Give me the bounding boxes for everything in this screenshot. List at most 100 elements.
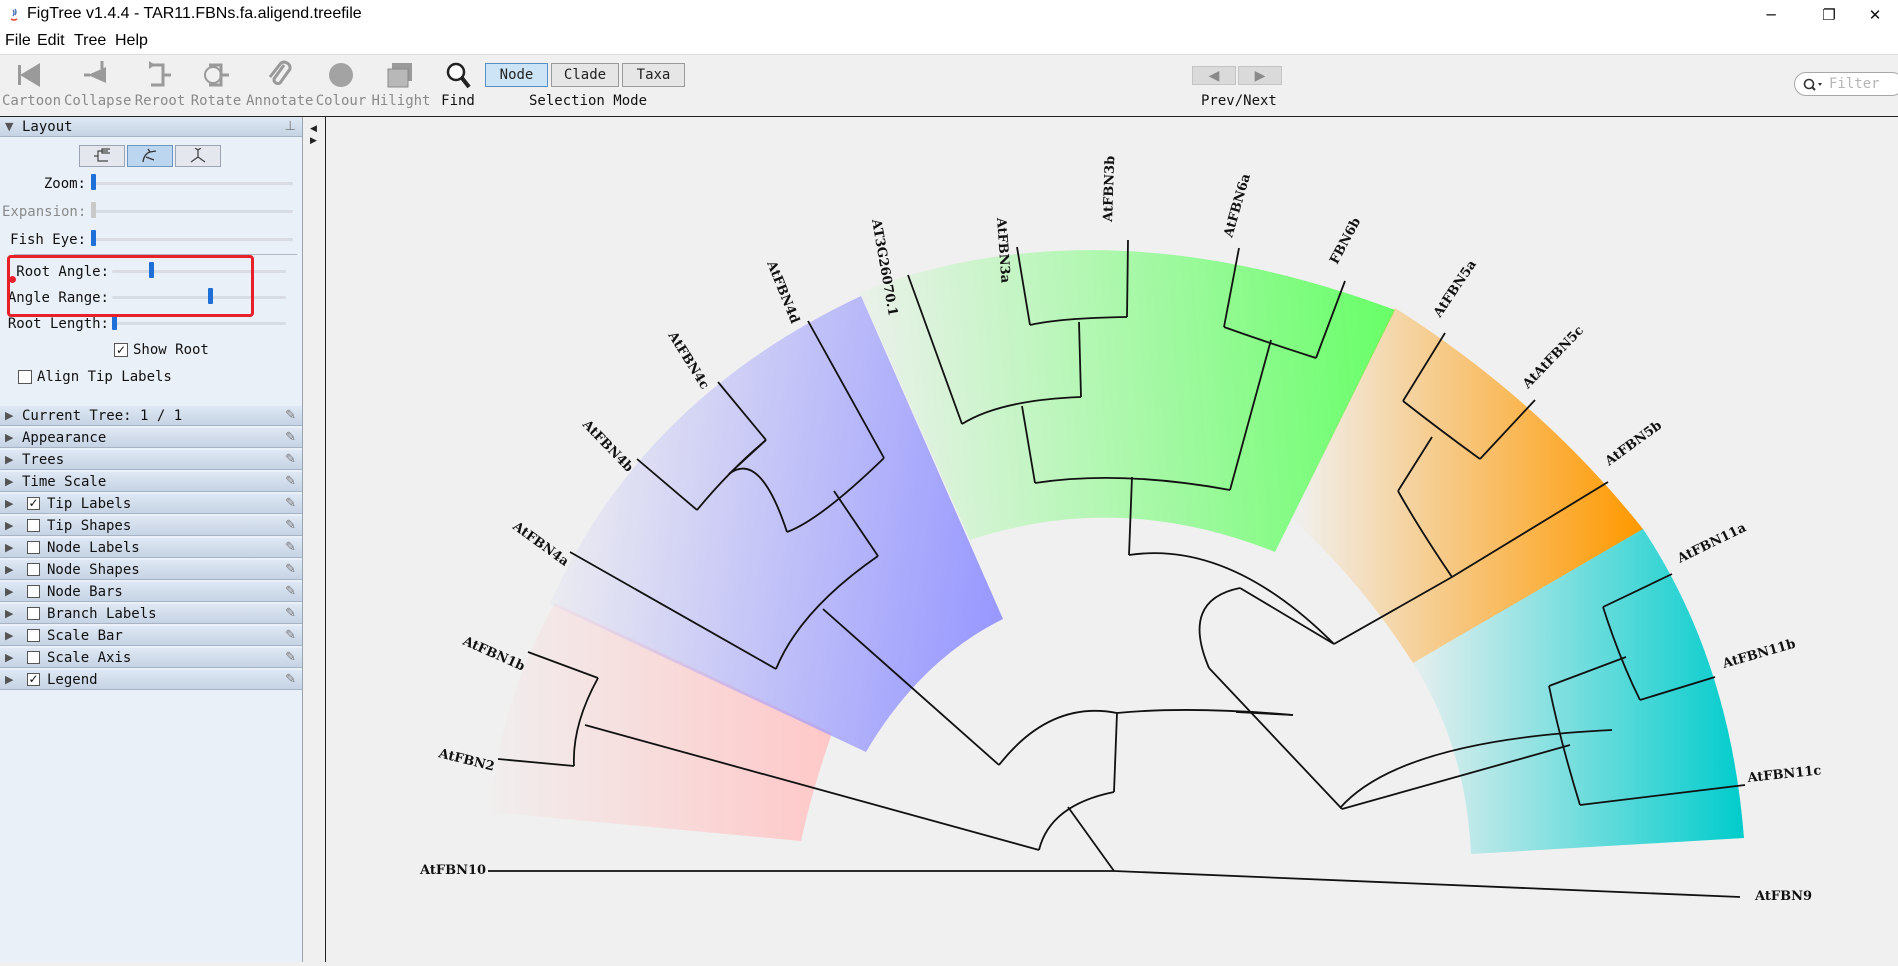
angle-range-track[interactable] xyxy=(112,296,286,299)
tip-label[interactable]: AtFBN6a xyxy=(1221,172,1254,241)
section-legend[interactable]: ▶ ✓ Legend ✎ xyxy=(0,670,302,690)
menu-edit[interactable]: Edit xyxy=(37,32,65,49)
tip-label[interactable]: AtFBN2 xyxy=(436,746,496,775)
pin-icon[interactable]: ✎ xyxy=(285,628,296,643)
find-tool[interactable]: Find xyxy=(436,57,480,109)
tip-label[interactable]: AtFBN3a xyxy=(993,216,1013,284)
tip-label[interactable]: AtFBN11b xyxy=(1720,637,1797,672)
angle-range-slider[interactable] xyxy=(208,288,214,304)
root-angle-track[interactable] xyxy=(112,270,286,273)
tip-label[interactable]: AtFBN4c xyxy=(664,328,712,392)
tip-label[interactable]: AtFBN4a xyxy=(509,519,572,571)
collapse-left-icon[interactable]: ◀ xyxy=(310,124,317,134)
selection-mode-taxa[interactable]: Taxa xyxy=(622,63,685,87)
radial-layout-button[interactable] xyxy=(175,145,221,167)
menu-tree[interactable]: Tree xyxy=(74,32,107,49)
rotate-tool[interactable]: Rotate xyxy=(190,57,242,109)
tip-label[interactable]: AtFBN5a xyxy=(1430,257,1480,321)
layout-section-header[interactable]: ▼ Layout ⊥ xyxy=(0,117,302,137)
polar-layout-button[interactable] xyxy=(127,145,173,167)
section-checkbox[interactable] xyxy=(27,519,40,532)
tip-label[interactable]: AtFBN5b xyxy=(1602,418,1665,470)
section-current-tree-1-1[interactable]: ▶ Current Tree: 1 / 1 ✎ xyxy=(0,406,302,426)
menu-help[interactable]: Help xyxy=(115,32,148,49)
section-checkbox[interactable] xyxy=(27,585,40,598)
show-root-checkbox[interactable]: ✓ xyxy=(114,343,128,357)
branch-green-link xyxy=(1239,587,1335,645)
tip-label[interactable]: AtFBN4b xyxy=(578,417,635,476)
section-scale-bar[interactable]: ▶ Scale Bar ✎ xyxy=(0,626,302,646)
filter-field[interactable]: Filter xyxy=(1794,72,1898,96)
tip-label[interactable]: AtFBN11a xyxy=(1674,520,1749,567)
restore-button[interactable]: ❐ xyxy=(1822,6,1836,24)
tip-label[interactable]: AtFBN4d xyxy=(763,258,802,326)
toolbar: Cartoon Collapse Reroot Rotate Annotate … xyxy=(0,55,1898,117)
tip-label[interactable]: FBN6b xyxy=(1327,215,1364,266)
section-tip-shapes[interactable]: ▶ Tip Shapes ✎ xyxy=(0,516,302,536)
section-checkbox[interactable] xyxy=(27,629,40,642)
reroot-tool[interactable]: Reroot xyxy=(134,57,186,109)
tree-canvas[interactable]: AtFBN10 AtFBN2 AtFBN1b AtFBN4a AtFBN4b AtFBN4… xyxy=(328,117,1898,962)
close-button[interactable]: ✕ xyxy=(1868,6,1882,24)
pin-icon[interactable]: ✎ xyxy=(285,650,296,665)
pin-icon[interactable]: ⊥ xyxy=(284,119,296,134)
menu-file[interactable]: File xyxy=(5,32,31,49)
pin-icon[interactable]: ✎ xyxy=(285,518,296,533)
tip-label[interactable]: AtAtFBN5c xyxy=(1519,323,1587,392)
prev-button[interactable]: ◀ xyxy=(1192,66,1236,85)
section-node-shapes[interactable]: ▶ Node Shapes ✎ xyxy=(0,560,302,580)
pin-icon[interactable]: ✎ xyxy=(285,672,296,687)
pin-icon[interactable]: ✎ xyxy=(285,562,296,577)
root-angle-slider[interactable] xyxy=(149,262,155,278)
section-checkbox[interactable] xyxy=(27,651,40,664)
tip-label[interactable]: AtFBN10 xyxy=(419,863,486,878)
section-checkbox[interactable]: ✓ xyxy=(27,672,40,686)
pin-icon[interactable]: ✎ xyxy=(285,452,296,467)
tip-label[interactable]: AtFBN11c xyxy=(1746,763,1822,786)
section-trees[interactable]: ▶ Trees ✎ xyxy=(0,450,302,470)
tip-label[interactable]: AtFBN3b xyxy=(1101,156,1118,224)
fish-eye-track[interactable] xyxy=(91,238,293,241)
root-length-slider[interactable] xyxy=(112,314,117,330)
align-tip-labels-checkbox[interactable] xyxy=(18,370,32,384)
section-checkbox[interactable] xyxy=(27,563,40,576)
fish-eye-slider[interactable] xyxy=(91,230,96,246)
section-scale-axis[interactable]: ▶ Scale Axis ✎ xyxy=(0,648,302,668)
pin-icon[interactable]: ✎ xyxy=(285,584,296,599)
pin-icon[interactable]: ✎ xyxy=(285,540,296,555)
collapse-tool[interactable]: Collapse xyxy=(64,57,131,109)
section-checkbox[interactable] xyxy=(27,541,40,554)
pin-icon[interactable]: ✎ xyxy=(285,408,296,423)
minimize-button[interactable]: ─ xyxy=(1766,6,1776,24)
tip-label[interactable]: AtFBN1b xyxy=(459,634,526,675)
section-tip-labels[interactable]: ▶ ✓ Tip Labels ✎ xyxy=(0,494,302,514)
pin-icon[interactable]: ✎ xyxy=(285,496,296,511)
pin-icon[interactable]: ✎ xyxy=(285,474,296,489)
section-branch-labels[interactable]: ▶ Branch Labels ✎ xyxy=(0,604,302,624)
colour-tool[interactable]: Colour xyxy=(314,57,368,109)
branch-fbn5c xyxy=(1479,399,1536,460)
selection-mode-node[interactable]: Node xyxy=(485,63,548,87)
zoom-track[interactable] xyxy=(91,182,293,185)
section-checkbox[interactable] xyxy=(27,607,40,620)
arc-fbn4bc xyxy=(696,439,767,511)
rectangular-layout-button[interactable] xyxy=(79,145,125,167)
section-checkbox[interactable]: ✓ xyxy=(27,496,40,510)
annotate-tool[interactable]: Annotate xyxy=(246,57,313,109)
zoom-slider[interactable] xyxy=(91,174,96,190)
pin-icon[interactable]: ✎ xyxy=(285,606,296,621)
pin-icon[interactable]: ✎ xyxy=(285,430,296,445)
cartoon-tool[interactable]: Cartoon xyxy=(2,57,61,109)
next-button[interactable]: ▶ xyxy=(1238,66,1282,85)
hilight-tool[interactable]: Hilight xyxy=(370,57,432,109)
expand-right-icon[interactable]: ▶ xyxy=(310,136,317,146)
tip-label[interactable]: AtFBN9 xyxy=(1754,889,1812,904)
selection-mode-clade[interactable]: Clade xyxy=(551,63,619,87)
panel-splitter[interactable]: ◀ ▶ xyxy=(303,117,327,962)
section-node-labels[interactable]: ▶ Node Labels ✎ xyxy=(0,538,302,558)
section-time-scale[interactable]: ▶ Time Scale ✎ xyxy=(0,472,302,492)
root-length-track[interactable] xyxy=(112,322,286,325)
section-node-bars[interactable]: ▶ Node Bars ✎ xyxy=(0,582,302,602)
section-appearance[interactable]: ▶ Appearance ✎ xyxy=(0,428,302,448)
